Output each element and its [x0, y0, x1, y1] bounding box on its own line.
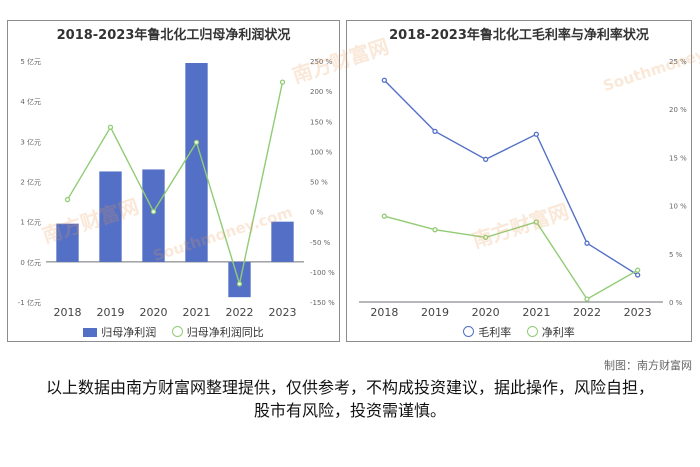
margin-chart-panel: 2018-2023年鲁北化工毛利率与净利率状况 0 % 5 % 10 % 15 % 20…	[346, 20, 692, 342]
point-gross-margin	[381, 77, 387, 83]
x-tick-label: 2021	[183, 306, 211, 319]
profit-chart-panel: 2018-2023年鲁北化工归母净利润状况 -1 亿元 0 亿元 1 亿元 2 亿元 3…	[7, 20, 340, 342]
x-tick-label: 2022	[573, 306, 601, 319]
point-gross-margin	[432, 128, 438, 135]
point-net-margin	[432, 227, 438, 233]
y-right-tick-label: 10 %	[669, 203, 687, 211]
point-net-profit-yoy	[279, 79, 286, 85]
y-right-tick-label: 100 %	[310, 148, 333, 156]
bar-net-profit	[271, 221, 294, 262]
legend-label-net-profit: 归母净利润	[101, 326, 157, 339]
point-net-profit-yoy	[107, 124, 114, 130]
y-right-tick-label: 5 %	[669, 251, 683, 259]
y-right-tick-label: -150 %	[310, 299, 335, 307]
margin-chart-title: 2018-2023年鲁北化工毛利率与净利率状况	[389, 28, 649, 43]
profit-chart-plot: -1 亿元 0 亿元 1 亿元 2 亿元 3 亿元 4 亿元 5 亿元 -150 % -100 …	[18, 57, 335, 319]
y-right-tick-label: 20 %	[669, 106, 687, 114]
line-net-margin	[384, 215, 639, 301]
y-left-tick-label: 4 亿元	[20, 97, 41, 106]
y-left-tick-label: 3 亿元	[20, 137, 41, 146]
point-net-margin	[381, 213, 387, 219]
y-left-tick-label: 1 亿元	[20, 218, 41, 227]
margin-chart-legend: 毛利率 净利率	[347, 324, 691, 340]
point-net-profit-yoy	[64, 196, 71, 203]
x-tick-label: 2022	[226, 306, 254, 319]
y-right-tick-label: 25 %	[669, 58, 687, 66]
legend-label-net-margin: 净利率	[541, 326, 575, 339]
y-right-tick-label: 200 %	[310, 88, 333, 96]
x-tick-label: 2018	[370, 306, 398, 319]
point-net-margin	[584, 296, 590, 302]
disclaimer-text: 以上数据由南方财富网整理提供，仅供参考，不构成投资建议，据此操作，风险自担，股市…	[45, 378, 654, 420]
bar-net-profit	[185, 63, 208, 262]
x-tick-label: 2023	[624, 306, 652, 319]
chart-credit: 制图：南方财富网	[604, 359, 692, 372]
point-net-profit-yoy	[236, 281, 243, 287]
y-right-tick-label: -100 %	[310, 269, 335, 277]
bar-net-profit	[228, 261, 251, 298]
bar-swatch-icon	[83, 328, 98, 337]
point-gross-margin	[483, 156, 489, 162]
profit-chart-legend: 归母净利润 归母净利润同比	[8, 324, 339, 340]
line-swatch-icon	[526, 326, 538, 337]
y-right-tick-label: 250 %	[310, 58, 333, 66]
point-gross-margin	[533, 131, 539, 137]
x-tick-label: 2023	[269, 306, 297, 319]
line-swatch-icon	[171, 326, 183, 337]
point-gross-margin	[584, 240, 590, 246]
line-gross-margin	[383, 79, 639, 276]
y-right-tick-label: -50 %	[310, 239, 331, 247]
y-right-tick-label: 0 %	[310, 209, 324, 217]
point-net-margin	[483, 234, 489, 241]
legend-item-net-margin[interactable]: 净利率	[526, 324, 575, 340]
y-left-tick-label: -1 亿元	[18, 298, 41, 307]
y-right-tick-label: 15 %	[669, 154, 687, 162]
line-net-profit-yoy	[66, 81, 284, 285]
legend-item-net-profit[interactable]: 归母净利润	[83, 324, 156, 340]
bar-net-profit	[99, 171, 122, 262]
y-left-tick-label: 5 亿元	[20, 57, 41, 66]
x-tick-label: 2019	[97, 306, 125, 319]
point-net-profit-yoy	[193, 139, 200, 145]
point-gross-margin	[635, 272, 641, 278]
line-swatch-icon	[463, 326, 475, 337]
legend-label-net-profit-yoy: 归母净利润同比	[186, 326, 264, 339]
y-right-tick-label: 150 %	[310, 118, 333, 126]
y-left-tick-label: 0 亿元	[20, 258, 41, 267]
x-tick-label: 2020	[472, 306, 500, 319]
y-right-tick-label: 50 %	[310, 179, 328, 187]
profit-chart-title: 2018-2023年鲁北化工归母净利润状况	[56, 28, 291, 43]
legend-item-gross-margin[interactable]: 毛利率	[463, 324, 511, 340]
x-tick-label: 2018	[54, 306, 82, 319]
point-net-margin	[635, 267, 641, 273]
legend-label-gross-margin: 毛利率	[478, 326, 512, 339]
y-left-tick-label: 2 亿元	[20, 178, 41, 187]
point-net-profit-yoy	[150, 208, 157, 215]
x-tick-label: 2019	[421, 306, 449, 319]
margin-chart-plot: 0 % 5 % 10 % 15 % 20 % 25 % 2018 2019 2020 2021 20…	[359, 58, 687, 319]
y-right-tick-label: 0 %	[669, 299, 683, 307]
bar-net-profit	[56, 223, 79, 262]
point-net-margin	[533, 219, 539, 225]
legend-item-net-profit-yoy[interactable]: 归母净利润同比	[171, 324, 264, 340]
x-tick-label: 2021	[522, 306, 550, 319]
bar-net-profit	[142, 169, 165, 262]
x-tick-label: 2020	[140, 306, 168, 319]
